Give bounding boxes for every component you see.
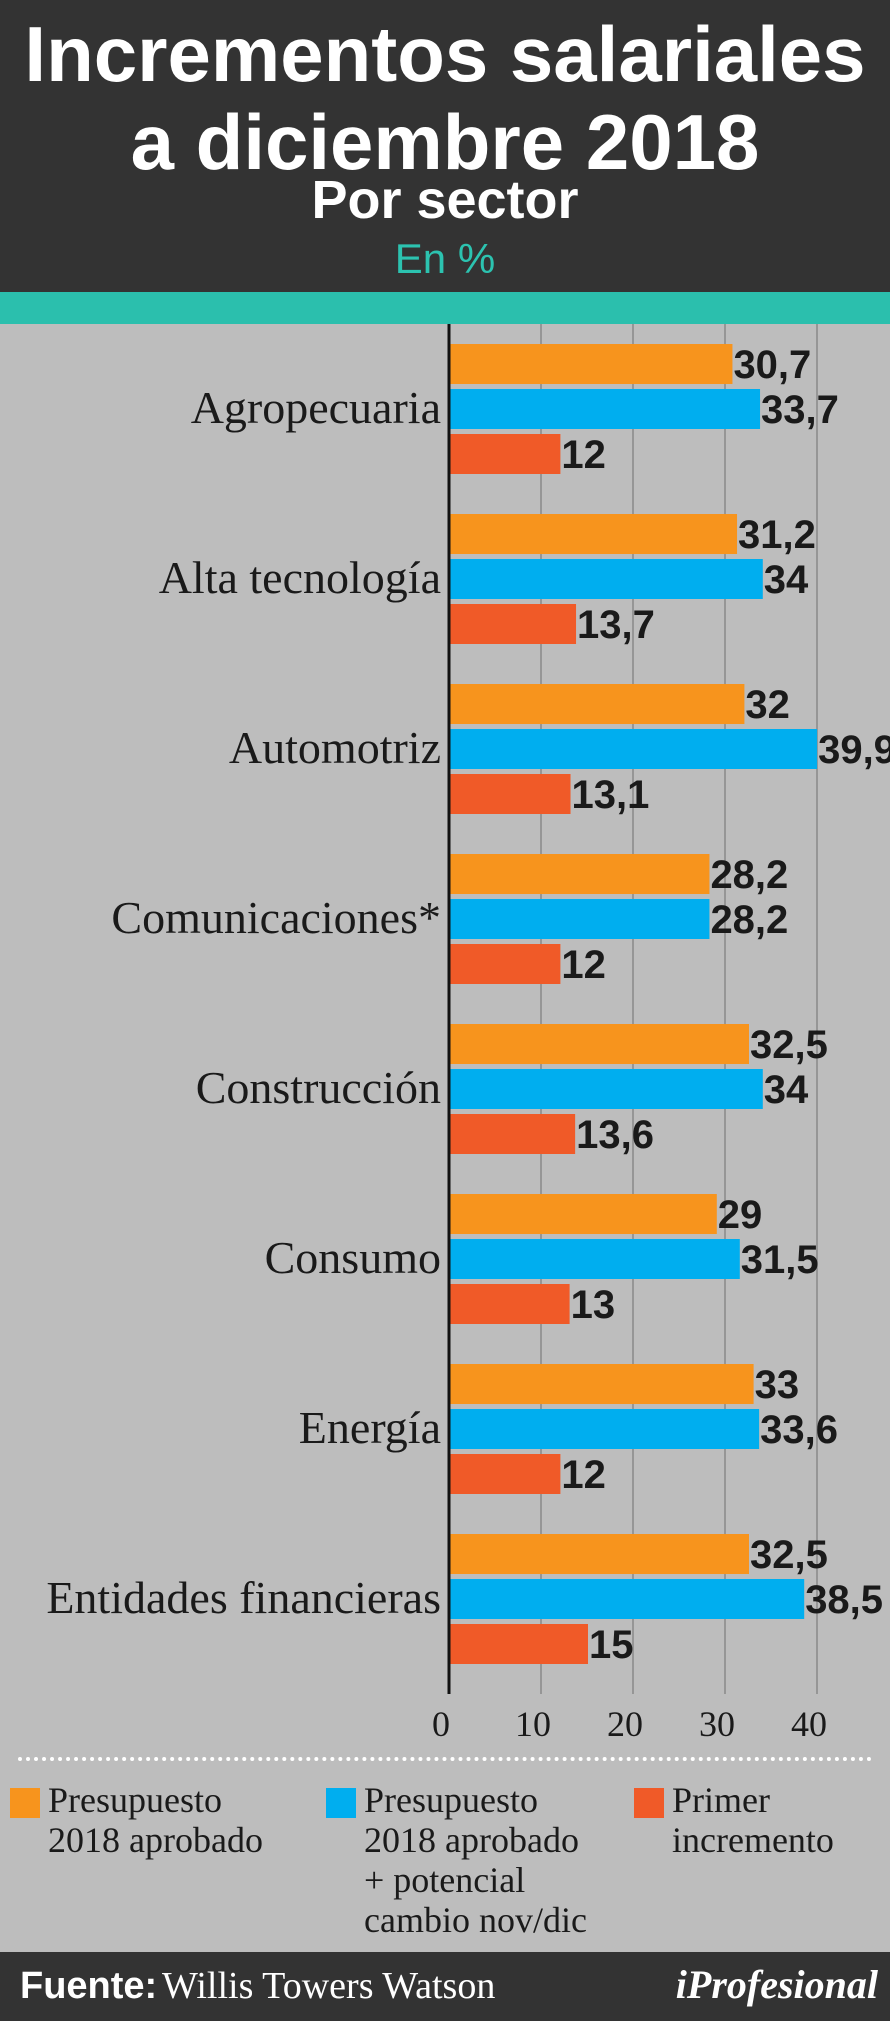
x-tick-label: 40 bbox=[791, 1704, 827, 1744]
data-label: 13 bbox=[571, 1283, 616, 1327]
bar-consumo-2 bbox=[450, 1239, 740, 1279]
data-label: 38,5 bbox=[805, 1578, 883, 1622]
bar-energia-2 bbox=[450, 1409, 760, 1449]
legend-item-presupuesto-potencial: Presupuesto 2018 aprobado + potencial ca… bbox=[326, 1780, 587, 1940]
category-label-alta-tecnologia: Alta tecnología bbox=[159, 552, 441, 603]
legend-swatch-red bbox=[634, 1788, 664, 1818]
data-label: 15 bbox=[589, 1623, 634, 1667]
x-tick-label: 0 bbox=[432, 1704, 450, 1744]
data-label: 12 bbox=[561, 943, 606, 987]
bar-construccion-2 bbox=[450, 1069, 763, 1109]
data-label: 33 bbox=[755, 1363, 800, 1407]
chart-subtitle: Por sector bbox=[311, 170, 579, 230]
chart-title-line-2: a diciembre 2018 bbox=[130, 98, 760, 186]
bar-construccion-3 bbox=[450, 1114, 576, 1154]
bar-automotriz-3 bbox=[450, 774, 571, 814]
x-tick-label: 10 bbox=[515, 1704, 551, 1744]
bar-alta-tecnologia-1 bbox=[450, 514, 738, 554]
bar-agropecuaria-3 bbox=[450, 434, 561, 474]
bar-automotriz-2 bbox=[450, 729, 818, 769]
data-label: 34 bbox=[764, 1068, 809, 1112]
data-label: 32 bbox=[745, 683, 790, 727]
x-tick-label: 30 bbox=[699, 1704, 735, 1744]
bar-comunicaciones-2 bbox=[450, 899, 710, 939]
unit-label: En % bbox=[394, 235, 496, 282]
data-label: 12 bbox=[561, 1453, 606, 1497]
chart-title: Incrementos salariales a diciembre 2018 bbox=[0, 10, 890, 186]
data-labels: 30,733,71231,23413,73239,913,128,228,212… bbox=[561, 343, 890, 1667]
data-label: 32,5 bbox=[750, 1023, 828, 1067]
brand-logo: iProfesional bbox=[675, 1962, 878, 2007]
source-value: Willis Towers Watson bbox=[162, 1965, 496, 2007]
x-tick-label: 20 bbox=[607, 1704, 643, 1744]
data-label: 33,6 bbox=[760, 1408, 838, 1452]
data-label: 13,7 bbox=[577, 603, 655, 647]
footer: Fuente: Willis Towers Watson iProfesiona… bbox=[0, 1952, 890, 2021]
bar-chart: 30,733,71231,23413,73239,913,128,228,212… bbox=[46, 324, 890, 1744]
bar-consumo-3 bbox=[450, 1284, 570, 1324]
bars bbox=[450, 344, 818, 1664]
bar-construccion-1 bbox=[450, 1024, 749, 1064]
data-label: 31,2 bbox=[738, 513, 816, 557]
data-label: 33,7 bbox=[761, 388, 839, 432]
data-label: 34 bbox=[764, 558, 809, 602]
data-label: 12 bbox=[561, 433, 606, 477]
data-label: 28,2 bbox=[710, 898, 788, 942]
data-label: 39,9 bbox=[818, 728, 890, 772]
bar-entidades-financieras-3 bbox=[450, 1624, 588, 1664]
category-label-agropecuaria: Agropecuaria bbox=[191, 382, 441, 433]
bar-automotriz-1 bbox=[450, 684, 745, 724]
category-labels: Agropecuaria Alta tecnología Automotriz Com… bbox=[46, 382, 441, 1623]
category-label-entidades-financieras: Entidades financieras bbox=[46, 1572, 441, 1623]
legend-label-presupuesto-potencial: Presupuesto 2018 aprobado + potencial ca… bbox=[364, 1780, 587, 1940]
category-label-construccion: Construcción bbox=[196, 1062, 441, 1113]
header: Incrementos salariales a diciembre 2018 … bbox=[0, 0, 890, 292]
data-label: 31,5 bbox=[741, 1238, 819, 1282]
bar-agropecuaria-1 bbox=[450, 344, 733, 384]
legend-separator bbox=[18, 1757, 872, 1761]
accent-bar bbox=[0, 292, 890, 324]
category-label-energia: Energía bbox=[299, 1402, 441, 1453]
bar-comunicaciones-1 bbox=[450, 854, 710, 894]
legend-label-primer-incremento: Primer incremento bbox=[672, 1780, 834, 1860]
bar-alta-tecnologia-3 bbox=[450, 604, 577, 644]
bar-comunicaciones-3 bbox=[450, 944, 561, 984]
data-label: 32,5 bbox=[750, 1533, 828, 1577]
data-label: 29 bbox=[718, 1193, 763, 1237]
legend-label-presupuesto: Presupuesto 2018 aprobado bbox=[48, 1780, 263, 1860]
category-label-automotriz: Automotriz bbox=[229, 722, 441, 773]
legend-swatch-orange bbox=[10, 1788, 40, 1818]
data-label: 13,1 bbox=[572, 773, 650, 817]
bar-energia-1 bbox=[450, 1364, 754, 1404]
category-label-comunicaciones: Comunicaciones* bbox=[111, 892, 441, 943]
category-label-consumo: Consumo bbox=[265, 1232, 441, 1283]
source-label: Fuente: bbox=[20, 1965, 158, 2007]
data-label: 28,2 bbox=[710, 853, 788, 897]
bar-agropecuaria-2 bbox=[450, 389, 761, 429]
data-label: 13,6 bbox=[576, 1113, 654, 1157]
bar-alta-tecnologia-2 bbox=[450, 559, 763, 599]
legend-item-primer-incremento: Primer incremento bbox=[634, 1780, 834, 1860]
legend-item-presupuesto: Presupuesto 2018 aprobado bbox=[10, 1780, 263, 1860]
bar-entidades-financieras-2 bbox=[450, 1579, 805, 1619]
data-label: 30,7 bbox=[733, 343, 811, 387]
bar-consumo-1 bbox=[450, 1194, 717, 1234]
legend-swatch-blue bbox=[326, 1788, 356, 1818]
bar-entidades-financieras-1 bbox=[450, 1534, 749, 1574]
bar-energia-3 bbox=[450, 1454, 561, 1494]
x-axis-ticks: 0 10 20 30 40 bbox=[432, 1704, 827, 1744]
chart-title-line-1: Incrementos salariales bbox=[24, 10, 866, 98]
